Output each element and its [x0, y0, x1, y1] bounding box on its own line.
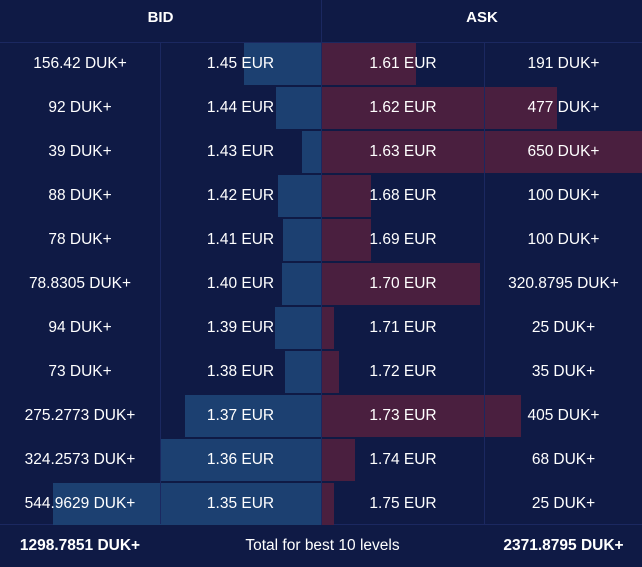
bid-price[interactable]: 1.45 EUR: [206, 55, 275, 72]
ask-volume: 100 DUK+: [527, 187, 600, 204]
ask-price[interactable]: 1.74 EUR: [369, 451, 437, 468]
bid-price[interactable]: 1.37 EUR: [206, 407, 275, 424]
bid-volume: 73 DUK+: [48, 363, 112, 380]
bid-volume: 324.2573 DUK+: [24, 451, 136, 468]
ask-column-divider: [484, 42, 485, 524]
bid-price[interactable]: 1.42 EUR: [206, 187, 275, 204]
ask-price[interactable]: 1.73 EUR: [369, 407, 437, 424]
ask-depth-bar: [322, 483, 334, 525]
bid-volume: 88 DUK+: [48, 187, 112, 204]
bid-price[interactable]: 1.36 EUR: [206, 451, 275, 468]
ask-price[interactable]: 1.70 EUR: [369, 275, 437, 292]
ask-depth-bar: [322, 43, 416, 85]
ask-volume: 68 DUK+: [531, 451, 596, 468]
bid-volume: 544.9629 DUK+: [24, 495, 136, 512]
ask-depth-bar: [322, 175, 371, 217]
order-book-row[interactable]: 544.9629 DUK+ 1.35 EUR 1.75 EUR 25 DUK+: [0, 482, 642, 526]
bid-volume: 275.2773 DUK+: [24, 407, 136, 424]
bid-header: BID: [147, 9, 174, 26]
bid-volume: 156.42 DUK+: [33, 55, 127, 72]
ask-volume: 191 DUK+: [527, 55, 600, 72]
order-book-row[interactable]: 39 DUK+ 1.43 EUR 1.63 EUR 650 DUK+: [0, 130, 642, 174]
bid-volume: 78.8305 DUK+: [28, 275, 132, 292]
order-book-row[interactable]: 78 DUK+ 1.41 EUR 1.69 EUR 100 DUK+: [0, 218, 642, 262]
ask-volume: 477 DUK+: [527, 99, 600, 116]
bid-depth-bar: [302, 131, 321, 173]
bid-depth-bar: [244, 43, 321, 85]
ask-volume: 320.8795 DUK+: [508, 275, 619, 292]
ask-depth-bar: [322, 351, 339, 393]
bid-depth-bar: [185, 395, 321, 437]
bid-volume: 92 DUK+: [48, 99, 112, 116]
ask-total: 2371.8795 DUK+: [503, 537, 624, 554]
ask-price[interactable]: 1.69 EUR: [369, 231, 437, 248]
ask-depth-bar: [322, 131, 642, 173]
bid-price[interactable]: 1.35 EUR: [206, 495, 275, 512]
ask-price[interactable]: 1.71 EUR: [369, 319, 437, 336]
order-book-footer: 1298.7851 DUK+ Total for best 10 levels …: [0, 524, 642, 564]
bid-total: 1298.7851 DUK+: [19, 537, 141, 554]
center-divider: [321, 42, 322, 524]
ask-volume: 100 DUK+: [527, 231, 600, 248]
bid-column-divider: [160, 42, 161, 524]
order-book-row[interactable]: 156.42 DUK+ 1.45 EUR 1.61 EUR 191 DUK+: [0, 42, 642, 86]
order-book-row[interactable]: 73 DUK+ 1.38 EUR 1.72 EUR 35 DUK+: [0, 350, 642, 394]
bid-price[interactable]: 1.39 EUR: [206, 319, 275, 336]
bid-price[interactable]: 1.40 EUR: [206, 275, 275, 292]
order-book-rows: 156.42 DUK+ 1.45 EUR 1.61 EUR 191 DUK+ 92 DU…: [0, 42, 642, 526]
ask-volume: 650 DUK+: [527, 143, 600, 160]
ask-depth-bar: [322, 395, 521, 437]
order-book-header: BID ASK: [0, 0, 642, 43]
bid-depth-bar: [283, 219, 321, 261]
bid-depth-bar: [282, 263, 321, 305]
ask-header: ASK: [466, 9, 498, 26]
order-book-row[interactable]: 88 DUK+ 1.42 EUR 1.68 EUR 100 DUK+: [0, 174, 642, 218]
ask-depth-bar: [322, 263, 480, 305]
ask-price[interactable]: 1.61 EUR: [369, 55, 437, 72]
bid-volume: 94 DUK+: [48, 319, 112, 336]
ask-depth-bar: [322, 87, 557, 129]
ask-depth-bar: [322, 439, 355, 481]
bid-depth-bar: [276, 87, 321, 129]
bid-depth-bar: [278, 175, 321, 217]
header-divider: [321, 0, 322, 42]
order-book-row[interactable]: 324.2573 DUK+ 1.36 EUR 1.74 EUR 68 DUK+: [0, 438, 642, 482]
bid-price[interactable]: 1.43 EUR: [206, 143, 275, 160]
bid-price[interactable]: 1.41 EUR: [206, 231, 275, 248]
bid-depth-bar: [275, 307, 321, 349]
ask-depth-bar: [322, 219, 371, 261]
bid-volume: 78 DUK+: [48, 231, 112, 248]
total-label: Total for best 10 levels: [245, 537, 400, 554]
bid-depth-bar: [161, 439, 321, 481]
ask-price[interactable]: 1.75 EUR: [369, 495, 437, 512]
ask-price[interactable]: 1.72 EUR: [369, 363, 437, 380]
bid-price[interactable]: 1.44 EUR: [206, 99, 275, 116]
bid-depth-bar: [53, 483, 321, 525]
ask-price[interactable]: 1.62 EUR: [369, 99, 437, 116]
order-book-row[interactable]: 275.2773 DUK+ 1.37 EUR 1.73 EUR 405 DUK+: [0, 394, 642, 438]
order-book-row[interactable]: 78.8305 DUK+ 1.40 EUR 1.70 EUR 320.8795 DUK…: [0, 262, 642, 306]
ask-volume: 25 DUK+: [531, 495, 596, 512]
ask-price[interactable]: 1.68 EUR: [369, 187, 437, 204]
bid-price[interactable]: 1.38 EUR: [206, 363, 275, 380]
ask-volume: 35 DUK+: [531, 363, 596, 380]
order-book-row[interactable]: 92 DUK+ 1.44 EUR 1.62 EUR 477 DUK+: [0, 86, 642, 130]
order-book-row[interactable]: 94 DUK+ 1.39 EUR 1.71 EUR 25 DUK+: [0, 306, 642, 350]
bid-volume: 39 DUK+: [48, 143, 112, 160]
ask-volume: 25 DUK+: [531, 319, 596, 336]
ask-price[interactable]: 1.63 EUR: [369, 143, 437, 160]
ask-volume: 405 DUK+: [527, 407, 600, 424]
ask-depth-bar: [322, 307, 334, 349]
bid-depth-bar: [285, 351, 321, 393]
